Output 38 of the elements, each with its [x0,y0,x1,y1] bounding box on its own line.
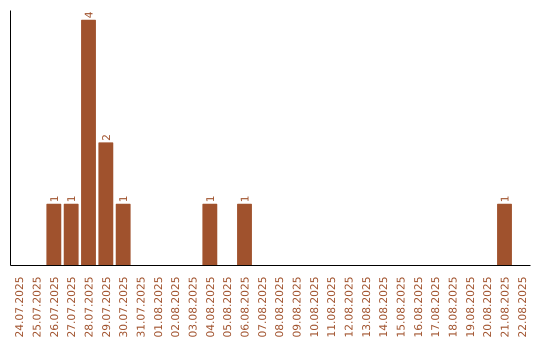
x-tick-label: 28.07.2025 [82,276,96,338]
x-tick-label: 27.07.2025 [65,276,78,338]
data-label: 1 [204,195,217,202]
x-tick-label: 01.08.2025 [152,276,165,338]
x-tick-label: 22.08.2025 [516,276,529,338]
x-tick-label: 05.08.2025 [221,276,234,338]
x-tick-label: 03.08.2025 [186,276,200,338]
x-tick-label: 08.08.2025 [273,276,286,338]
data-label: 1 [65,195,78,202]
x-tick-label: 15.08.2025 [394,276,408,338]
data-label: 1 [498,195,512,202]
data-label: 2 [100,134,113,141]
x-tick-label: 11.08.2025 [325,276,338,338]
x-tick-label: 14.08.2025 [377,276,390,338]
x-tick-label: 20.08.2025 [481,276,494,338]
x-tick-label: 18.08.2025 [446,276,460,338]
x-tick-label: 06.08.2025 [238,276,252,338]
x-tick-label: 02.08.2025 [169,276,182,338]
x-tick-label: 31.07.2025 [134,276,148,338]
x-tick-label: 16.08.2025 [412,276,425,338]
x-tick-label: 09.08.2025 [290,276,304,338]
x-tick-label: 10.08.2025 [308,276,321,338]
data-label: 1 [117,195,130,202]
x-tick-label: 25.07.2025 [30,276,44,338]
x-tick-label: 21.08.2025 [498,276,512,338]
x-tick-label: 17.08.2025 [429,276,442,338]
data-label: 1 [238,195,252,202]
x-tick-label: 29.07.2025 [100,276,113,338]
x-tick-label: 19.08.2025 [464,276,477,338]
x-tick-label: 04.08.2025 [204,276,217,338]
x-tick-label: 13.08.2025 [360,276,373,338]
data-label: 4 [82,11,96,18]
data-label: 1 [48,195,61,202]
x-tick-label: 07.08.2025 [256,276,269,338]
x-tick-label: 24.07.2025 [13,276,26,338]
x-tick-label: 26.07.2025 [48,276,61,338]
x-tick-label: 12.08.2025 [342,276,356,338]
x-tick-label: 30.07.2025 [117,276,130,338]
